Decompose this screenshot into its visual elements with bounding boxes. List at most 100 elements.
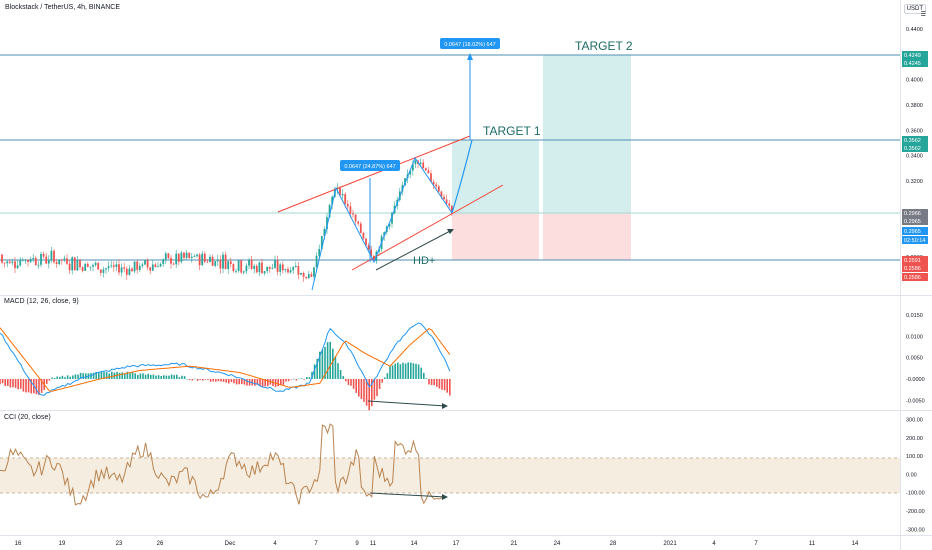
macd-bar: [48, 378, 51, 381]
candle-body: [19, 260, 22, 266]
time-axis[interactable]: 16 19 23 26 Dec 4 7 9 11 14 17 21 24 28 2021 4 7 11 14: [15, 541, 859, 547]
macd-bar: [241, 378, 243, 385]
candle-body: [188, 252, 191, 259]
candle-body: [146, 260, 149, 268]
price-tick-label: 0.3800: [906, 103, 923, 109]
macd-bar: [267, 378, 269, 387]
candle-body: [292, 267, 295, 271]
candle-body: [183, 252, 185, 258]
candle-body: [331, 196, 334, 205]
macd-tick-label: 0.0150: [906, 313, 923, 319]
macd-bar: [311, 371, 313, 379]
candle-body: [162, 259, 165, 264]
candle-body: [435, 184, 438, 187]
candle-body: [60, 259, 63, 261]
macd-bar: [79, 372, 82, 379]
macd-bar: [332, 348, 334, 379]
price-pane[interactable]: [0, 0, 900, 295]
candle-body: [432, 181, 435, 185]
long-position-stop-zone-2[interactable]: [543, 213, 631, 260]
candle-body: [427, 170, 430, 174]
candle-body: [157, 266, 159, 268]
macd-bar: [74, 374, 77, 379]
time-tick-label: 21: [511, 541, 518, 547]
cci-tick-label: -100.00: [906, 491, 925, 497]
macd-axis[interactable]: 0.0150 0.0100 0.0050 -0.0000 -0.0050: [906, 313, 925, 404]
divergence-arrow-macd[interactable]: [367, 400, 447, 407]
macd-bar: [82, 373, 84, 379]
macd-bar: [204, 378, 207, 380]
macd-bar: [131, 372, 134, 379]
cci-axis[interactable]: 300.00 200.00 100.00 0.00 -100.00 -200.00 -300…: [906, 417, 925, 533]
projection-curve[interactable]: [451, 139, 473, 214]
candle-body: [180, 252, 183, 262]
macd-bar: [9, 378, 12, 388]
macd-bar: [389, 365, 391, 379]
macd-bar: [0, 378, 1, 385]
price-tick-label: 0.3200: [906, 179, 923, 185]
macd-bar: [264, 378, 266, 387]
candle-body: [177, 253, 180, 262]
macd-bar: [363, 378, 365, 402]
channel-lower-line[interactable]: [351, 184, 504, 271]
pattern-zigzag[interactable]: [311, 156, 453, 291]
divergence-arrow-price[interactable]: [375, 229, 453, 271]
candle-body: [307, 274, 310, 279]
candle-body: [159, 263, 162, 267]
macd-bar: [69, 376, 71, 379]
candle-body: [175, 253, 178, 265]
candle-body: [339, 187, 341, 196]
chart-title: Blockstack / TetherUS, 4h, BINANCE: [5, 4, 121, 11]
candle-body: [136, 261, 139, 270]
macd-bar: [233, 378, 235, 384]
macd-bar: [355, 378, 357, 393]
macd-bar: [40, 378, 43, 393]
macd-bar: [412, 363, 415, 379]
macd-bar: [64, 377, 66, 379]
candle-body: [203, 253, 206, 262]
candle-body: [391, 212, 393, 224]
candle-body: [450, 205, 453, 211]
price-labels: 0.4249 0.4245 0.3562 0.3562 0.2966 0.2965 0.29…: [902, 51, 928, 281]
macd-bar: [111, 371, 113, 379]
menu-icon[interactable]: ☰: [920, 12, 926, 18]
macd-bar: [160, 376, 162, 379]
macd-bar: [215, 378, 217, 382]
divergence-arrow-cci[interactable]: [369, 492, 447, 498]
cci-tick-label: 300.00: [906, 417, 923, 423]
macd-bar: [173, 375, 175, 379]
candle-body: [45, 256, 48, 264]
unit-label[interactable]: USDT: [903, 4, 926, 14]
macd-bar: [165, 375, 168, 379]
candle-body: [367, 245, 370, 250]
candle-body: [144, 260, 146, 265]
candle-body: [266, 266, 269, 272]
macd-bar: [407, 362, 409, 379]
macd-bar: [339, 369, 342, 379]
macd-bar: [368, 378, 370, 411]
macd-bar: [27, 378, 30, 393]
macd-bar: [337, 363, 339, 379]
candle-body: [274, 260, 276, 268]
macd-bar: [397, 362, 399, 379]
long-position-stop-zone-1[interactable]: [452, 213, 539, 260]
channel-upper-line[interactable]: [277, 135, 471, 213]
macd-bar: [365, 378, 368, 406]
macd-bar: [259, 378, 261, 387]
candle-body: [411, 164, 414, 171]
macd-bar: [51, 377, 53, 379]
candle-body: [149, 267, 152, 271]
candle-body: [320, 236, 323, 249]
candle-body: [79, 260, 81, 268]
candle-body: [214, 261, 217, 266]
price-tick-label: 0.4000: [906, 78, 923, 84]
macd-bar: [129, 373, 131, 379]
long-position-target-zone-2[interactable]: [543, 55, 631, 213]
divergence-arrowhead-price: [447, 229, 454, 234]
macd-bar: [371, 378, 373, 407]
macd-bar: [53, 377, 56, 379]
candle-body: [164, 253, 167, 260]
candle-body: [237, 260, 240, 271]
long-position-target-zone-1[interactable]: [452, 140, 539, 213]
